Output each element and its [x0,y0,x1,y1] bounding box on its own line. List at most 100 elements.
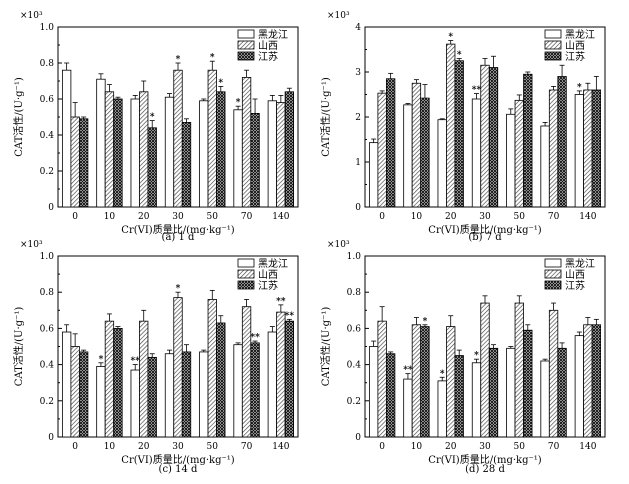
bar-山西-10 [411,82,422,208]
x-axis-label: Cr(VI)质量比/(mg·kg⁻¹) [428,224,541,236]
x-tick-label: 30 [172,442,184,452]
bar-黑龙江-10 [403,104,413,208]
bar-黑龙江-20 [130,369,140,438]
bar-江苏-70 [557,347,567,438]
significance-mark: * [99,355,104,365]
bar-江苏-140 [284,320,295,438]
y-tick-label: 4 [355,23,361,33]
y-multiplier: ×10³ [20,11,43,21]
y-tick-label: 3 [355,68,361,78]
y-tick-label: 0.2 [40,167,54,177]
y-tick-label: 0 [48,433,54,443]
y-axis-label: CAT活性/(U·g⁻¹) [12,77,25,157]
bar-山西-50 [514,302,524,438]
significance-mark: * [176,284,181,294]
bar-山西-50 [514,99,524,208]
bar-山西-0 [70,346,80,438]
x-tick-label: 10 [104,442,116,452]
x-axis-label: Cr(VI)质量比/(mg·kg⁻¹) [121,454,234,466]
bar-江苏-20 [454,60,464,208]
bar-黑龙江-30 [471,98,482,208]
x-axis-label: Cr(VI)质量比/(mg·kg⁻¹) [121,224,234,236]
bar-黑龙江-50 [199,351,209,438]
panel-caption: (a) 1 d [162,232,195,243]
bar-黑龙江-20 [437,119,447,208]
legend-swatch [544,51,562,61]
bar-黑龙江-30 [164,96,175,208]
y-tick-label: 0.6 [40,95,55,105]
bar-江苏-20 [454,355,464,438]
legend-swatch [237,258,255,268]
legend-label: 山西 [258,269,278,281]
bar-黑龙江-70 [233,344,243,438]
bar-黑龙江-10 [403,378,413,438]
bar-山西-0 [377,92,387,208]
x-tick-label: 70 [241,212,253,222]
significance-mark: * [210,53,215,63]
x-tick-label: 20 [445,212,457,222]
legend-label: 黑龙江 [258,28,288,41]
y-tick-label: 0.8 [347,288,362,298]
y-tick-label: 0 [48,203,54,213]
bar-山西-0 [70,116,80,208]
bar-黑龙江-10 [96,78,106,208]
legend-label: 江苏 [565,50,585,63]
y-tick-label: 0 [355,433,361,443]
bar-黑龙江-10 [96,366,106,438]
bar-山西-10 [104,320,115,438]
bar-山西-140 [276,102,286,208]
bar-黑龙江-20 [130,98,140,208]
significance-mark: ** [285,311,295,321]
x-tick-label: 70 [548,212,560,222]
x-tick-label: 140 [579,212,596,222]
bar-江苏-10 [420,97,430,208]
bar-山西-140 [583,324,593,438]
legend-swatch [544,280,562,290]
bar-山西-70 [548,89,559,208]
x-tick-label: 140 [272,442,289,452]
bar-山西-30 [480,64,490,208]
bar-山西-50 [207,299,217,438]
bar-黑龙江-30 [471,362,482,438]
bar-山西-70 [241,77,252,208]
x-tick-label: 30 [479,212,491,222]
x-tick-label: 140 [272,212,289,222]
bar-江苏-70 [557,76,567,208]
significance-mark: * [440,369,445,379]
y-multiplier: ×10³ [20,240,43,250]
significance-mark: * [423,317,428,327]
bar-江苏-50 [216,322,226,438]
y-tick-label: 0.4 [40,131,55,141]
bar-山西-70 [548,309,559,438]
bar-江苏-0 [385,78,396,208]
significance-mark: ** [131,357,141,367]
significance-mark: ** [472,86,482,96]
legend-swatch [544,269,562,279]
bar-江苏-70 [250,113,260,208]
panel-2: 0 0.2 0.4 0.6 0.8 1.0 ×10³ CAT活性/(U·g⁻¹) 0 10 * 20 *… [12,240,299,475]
bar-黑龙江-0 [368,142,379,208]
bar-黑龙江-70 [233,109,243,208]
y-multiplier: ×10³ [327,11,350,21]
bar-江苏-10 [420,326,430,438]
bar-江苏-30 [488,67,499,208]
x-axis-label: Cr(VI)质量比/(mg·kg⁻¹) [428,454,541,466]
legend-label: 黑龙江 [258,257,288,270]
legend-label: 山西 [565,269,585,281]
legend-swatch [237,29,255,39]
y-axis-label: CAT活性/(U·g⁻¹) [319,77,332,157]
y-axis-label: CAT活性/(U·g⁻¹) [12,307,25,387]
x-tick-label: 10 [411,442,423,452]
significance-mark: * [577,83,582,93]
bar-黑龙江-30 [164,353,175,438]
y-tick-label: 0.4 [347,361,362,371]
bar-江苏-30 [181,351,192,438]
significance-mark: * [150,113,155,123]
bar-山西-70 [241,306,252,438]
significance-mark: * [176,55,181,65]
y-tick-label: 0.2 [40,397,54,407]
legend-swatch [544,29,562,39]
x-tick-label: 50 [207,442,219,452]
y-tick-label: 0.8 [40,288,55,298]
